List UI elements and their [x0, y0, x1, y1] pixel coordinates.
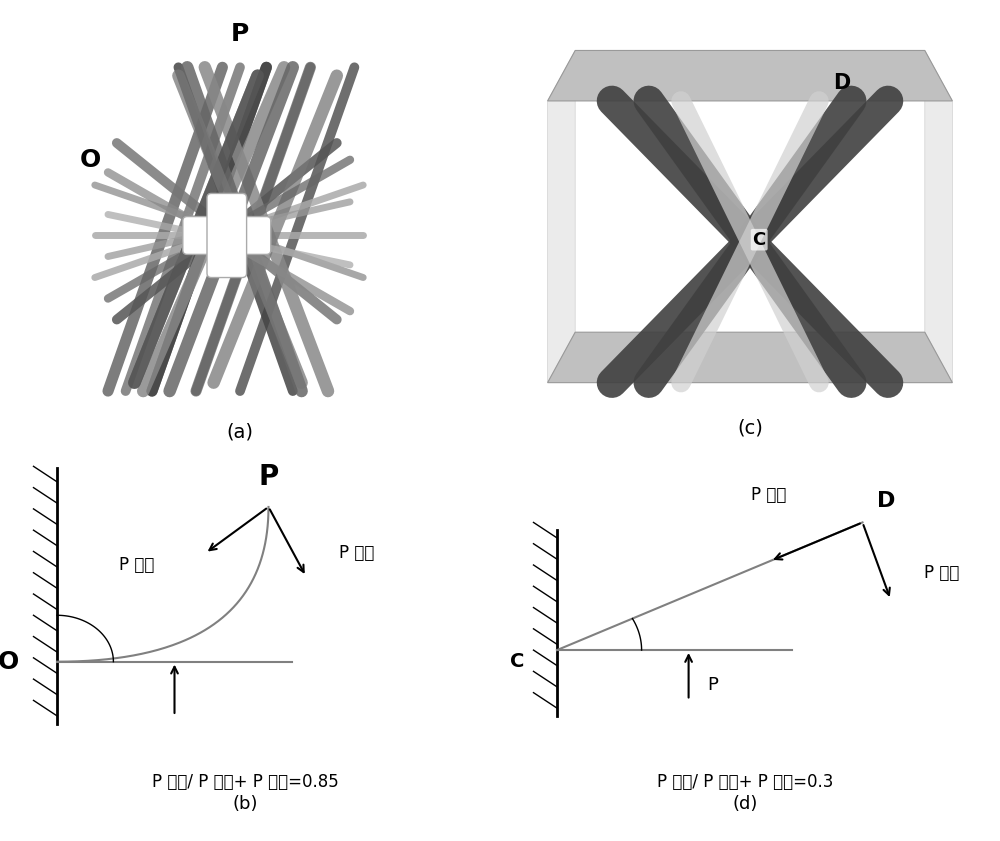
- Text: O: O: [0, 650, 19, 674]
- Text: P 弯曲: P 弯曲: [339, 544, 374, 563]
- Text: C: C: [753, 230, 766, 249]
- Polygon shape: [548, 50, 575, 383]
- Text: P 屈曲: P 屈曲: [119, 556, 155, 574]
- Text: (a): (a): [226, 422, 254, 442]
- Text: (d): (d): [732, 795, 758, 812]
- Polygon shape: [548, 332, 952, 383]
- Text: D: D: [833, 72, 851, 93]
- Text: P 屈曲/ P 屈曲+ P 弯曲=0.3: P 屈曲/ P 屈曲+ P 弯曲=0.3: [657, 773, 833, 791]
- Text: D: D: [877, 491, 895, 510]
- Text: P: P: [231, 22, 249, 46]
- FancyBboxPatch shape: [207, 193, 247, 278]
- Text: (c): (c): [737, 418, 763, 437]
- Text: C: C: [510, 653, 524, 671]
- FancyBboxPatch shape: [183, 217, 271, 255]
- Text: P: P: [258, 463, 279, 491]
- Text: (b): (b): [232, 795, 258, 812]
- Text: O: O: [80, 148, 101, 172]
- Text: P: P: [707, 676, 718, 694]
- Polygon shape: [548, 50, 952, 101]
- Text: P 屈曲: P 屈曲: [751, 486, 786, 505]
- Text: P 弯曲: P 弯曲: [924, 563, 959, 582]
- Text: P 屈曲/ P 屈曲+ P 弯曲=0.85: P 屈曲/ P 屈曲+ P 弯曲=0.85: [152, 773, 338, 791]
- Polygon shape: [925, 50, 952, 383]
